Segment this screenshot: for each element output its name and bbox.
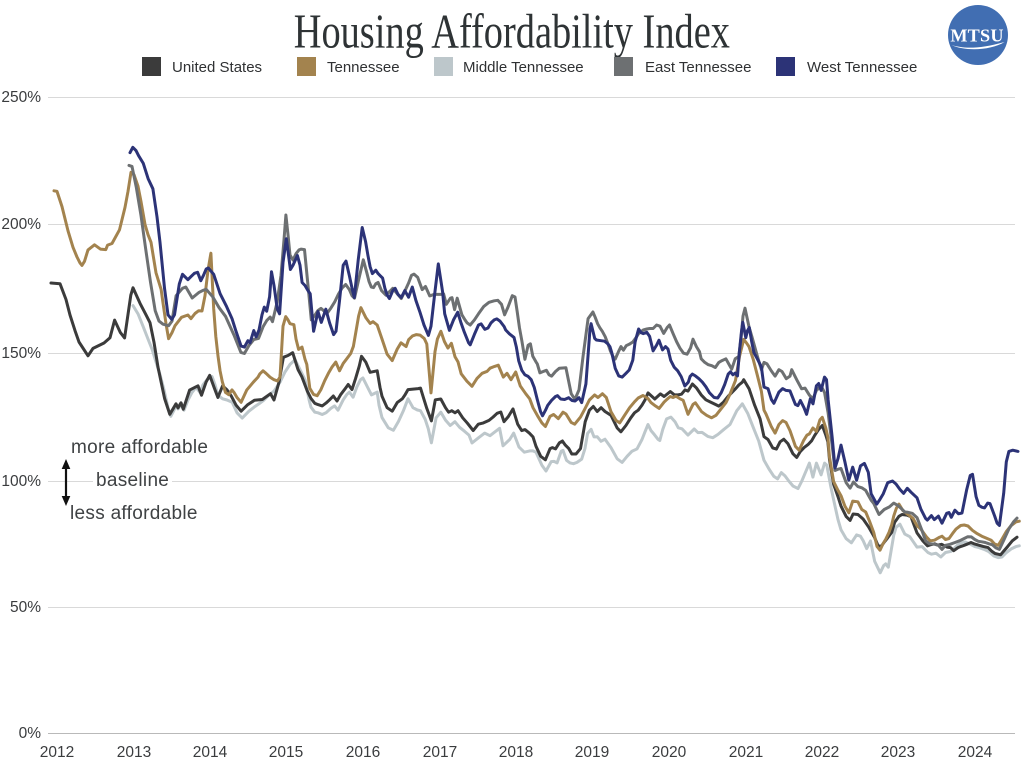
svg-text:MTSU: MTSU — [950, 26, 1003, 46]
